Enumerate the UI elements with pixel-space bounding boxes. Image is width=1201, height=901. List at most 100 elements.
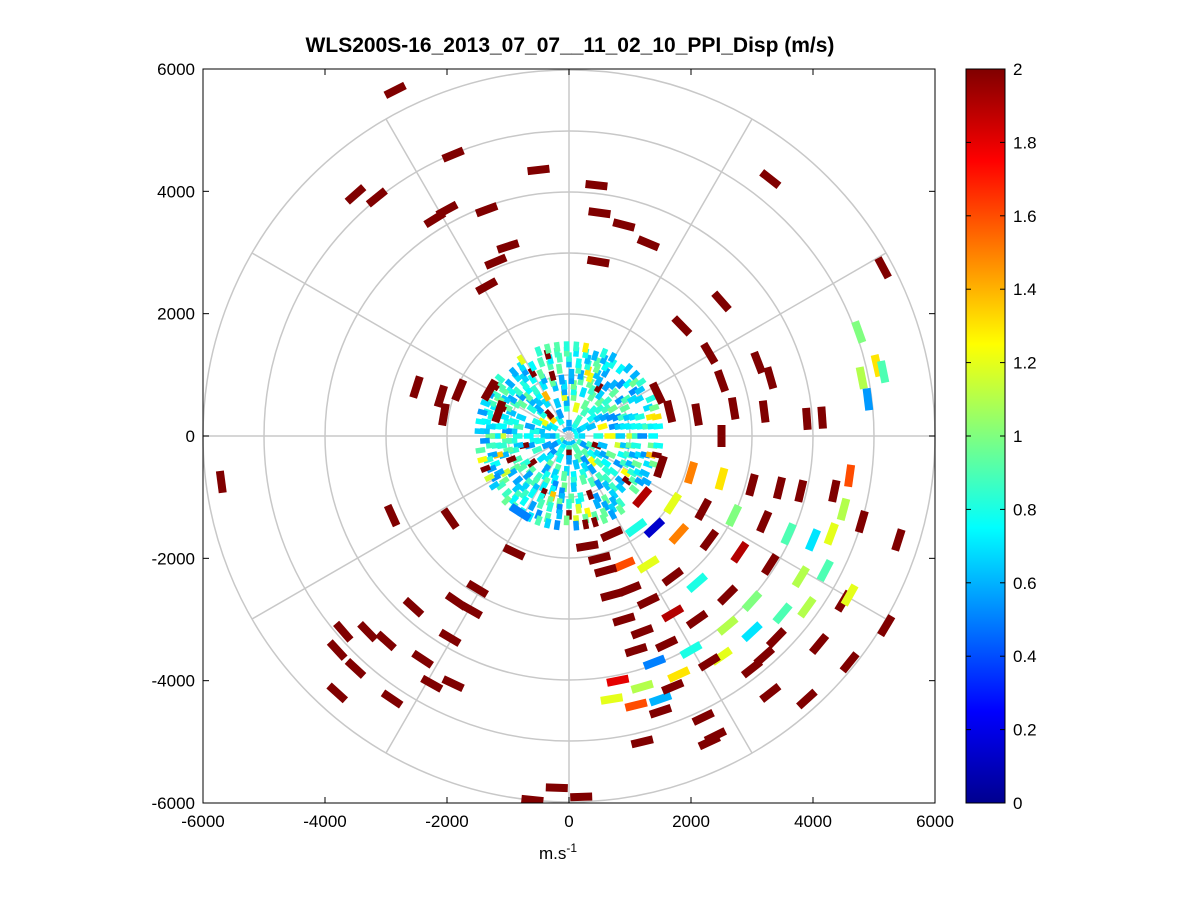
core-cell <box>480 398 491 408</box>
core-cell <box>580 461 590 473</box>
core-cell <box>522 391 534 402</box>
core-cell <box>599 507 609 519</box>
x-tick-label: -6000 <box>181 812 224 831</box>
data-cell-24 <box>649 381 666 405</box>
core-cell <box>552 433 560 439</box>
core-cell <box>490 472 502 483</box>
data-cell-55 <box>344 658 367 679</box>
core-cell <box>562 426 569 433</box>
data-cell-81 <box>823 522 839 546</box>
data-cell-26 <box>691 403 703 427</box>
y-tick-label: -6000 <box>152 794 195 813</box>
data-cell-134 <box>796 688 818 710</box>
data-cell-115 <box>679 641 703 660</box>
core-cell <box>612 458 625 469</box>
core-cell <box>633 468 645 478</box>
core-cell <box>593 403 605 415</box>
core-cell <box>619 459 631 469</box>
core-cell <box>563 341 570 351</box>
core-cell <box>599 347 609 359</box>
data-cell-38 <box>433 384 448 408</box>
data-cell-58 <box>441 675 465 693</box>
colorbar: 2 1.8 1.6 1.4 1.2 1 0.8 0.6 0.4 0.2 0 <box>965 60 1037 813</box>
core-cell <box>582 519 590 530</box>
data-cell-127 <box>624 698 648 712</box>
core-cell <box>534 509 543 521</box>
core-cell <box>600 366 611 378</box>
core-cell <box>500 394 512 405</box>
data-cell-100 <box>741 590 763 613</box>
core-cell <box>622 378 634 389</box>
core-cell <box>579 440 591 450</box>
core-cell <box>550 474 559 486</box>
y-tick-label: 2000 <box>157 305 195 324</box>
data-cell-23 <box>714 369 729 393</box>
data-cell-9 <box>475 277 499 295</box>
core-cell <box>500 467 512 478</box>
data-cell-15 <box>586 255 610 268</box>
data-cell-121 <box>697 653 721 672</box>
core-cell <box>513 433 523 439</box>
core-cell <box>590 516 599 528</box>
core-cell <box>512 386 524 397</box>
core-cell <box>538 481 549 493</box>
core-cell <box>495 480 507 491</box>
data-cell-13 <box>612 218 636 232</box>
core-cell <box>585 422 597 432</box>
core-cell <box>585 489 595 501</box>
data-cell-125 <box>661 678 685 695</box>
data-cells <box>215 81 906 803</box>
core-cell <box>566 499 572 509</box>
core-cell <box>591 441 603 450</box>
chart-title: WLS200S-16_2013_07_07__11_02_10_PPI_Disp… <box>306 34 835 57</box>
core-cell <box>569 439 576 446</box>
data-cell-40 <box>438 403 450 427</box>
core-cell <box>587 456 598 467</box>
radial-spoke-30 <box>568 252 887 437</box>
data-cell-42 <box>491 399 507 424</box>
core-cell <box>594 375 604 387</box>
data-cell-36 <box>877 360 890 384</box>
data-cell-110 <box>741 621 763 643</box>
data-cell-60 <box>459 601 483 620</box>
data-cell-133 <box>759 682 782 703</box>
data-cell-31 <box>717 425 726 447</box>
x-tick-label: -4000 <box>303 812 346 831</box>
y-tick-label: -2000 <box>152 549 195 568</box>
core-cell <box>511 454 523 464</box>
data-cell-12 <box>588 207 611 219</box>
core-cell <box>555 363 563 374</box>
core-cell <box>531 445 543 455</box>
near-range-core <box>474 341 664 531</box>
data-cell-135 <box>839 651 860 674</box>
core-cell <box>553 520 561 531</box>
colorbar-gradient <box>966 69 1005 803</box>
core-cell <box>592 362 602 374</box>
core-cell <box>607 351 618 363</box>
data-cell-89 <box>699 528 720 552</box>
core-cell <box>572 459 581 470</box>
core-cell <box>592 368 602 380</box>
x-tick-label: 4000 <box>794 812 832 831</box>
core-cell <box>607 502 618 514</box>
colorbar-tick-label: 1.4 <box>1013 280 1037 299</box>
core-cell <box>555 446 565 458</box>
core-cell <box>608 495 619 507</box>
core-cell <box>536 356 546 368</box>
data-cell-45 <box>440 507 460 530</box>
core-cell <box>651 451 662 459</box>
core-cell <box>545 433 556 439</box>
core-cell <box>512 475 524 486</box>
core-cell <box>519 495 530 507</box>
core-cell <box>540 433 550 439</box>
core-cell <box>491 433 501 439</box>
core-cell <box>573 520 580 531</box>
core-cell <box>485 442 496 449</box>
core-cell <box>597 441 608 450</box>
core-cell <box>599 412 611 422</box>
core-cell <box>506 394 518 405</box>
data-cell-95 <box>612 556 636 573</box>
colorbar-tick-label: 0 <box>1013 794 1022 813</box>
core-cell <box>537 417 549 427</box>
core-cell <box>593 433 604 439</box>
